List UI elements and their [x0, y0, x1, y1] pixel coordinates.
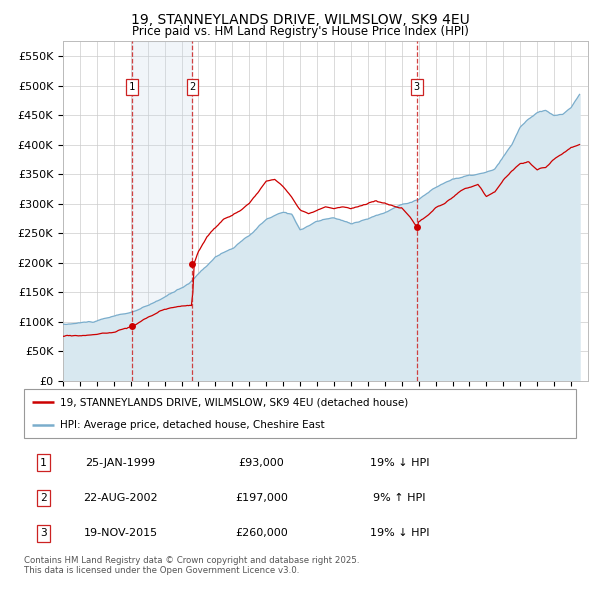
- Text: 25-JAN-1999: 25-JAN-1999: [86, 457, 155, 467]
- Text: 2: 2: [40, 493, 47, 503]
- Text: £197,000: £197,000: [235, 493, 288, 503]
- Text: £260,000: £260,000: [235, 529, 288, 539]
- Text: Price paid vs. HM Land Registry's House Price Index (HPI): Price paid vs. HM Land Registry's House …: [131, 25, 469, 38]
- Text: 3: 3: [413, 82, 420, 92]
- Text: 2: 2: [189, 82, 196, 92]
- Text: 3: 3: [40, 529, 47, 539]
- Text: 1: 1: [40, 457, 47, 467]
- Text: 19, STANNEYLANDS DRIVE, WILMSLOW, SK9 4EU (detached house): 19, STANNEYLANDS DRIVE, WILMSLOW, SK9 4E…: [60, 398, 408, 408]
- Text: 19-NOV-2015: 19-NOV-2015: [83, 529, 158, 539]
- FancyBboxPatch shape: [24, 389, 576, 438]
- Text: Contains HM Land Registry data © Crown copyright and database right 2025.
This d: Contains HM Land Registry data © Crown c…: [24, 556, 359, 575]
- Bar: [132, 41, 193, 381]
- Text: 1: 1: [129, 82, 135, 92]
- Text: 19% ↓ HPI: 19% ↓ HPI: [370, 529, 429, 539]
- Text: £93,000: £93,000: [238, 457, 284, 467]
- Text: 22-AUG-2002: 22-AUG-2002: [83, 493, 158, 503]
- Text: 9% ↑ HPI: 9% ↑ HPI: [373, 493, 425, 503]
- Text: HPI: Average price, detached house, Cheshire East: HPI: Average price, detached house, Ches…: [60, 419, 325, 430]
- Text: 19, STANNEYLANDS DRIVE, WILMSLOW, SK9 4EU: 19, STANNEYLANDS DRIVE, WILMSLOW, SK9 4E…: [131, 13, 469, 27]
- Text: 19% ↓ HPI: 19% ↓ HPI: [370, 457, 429, 467]
